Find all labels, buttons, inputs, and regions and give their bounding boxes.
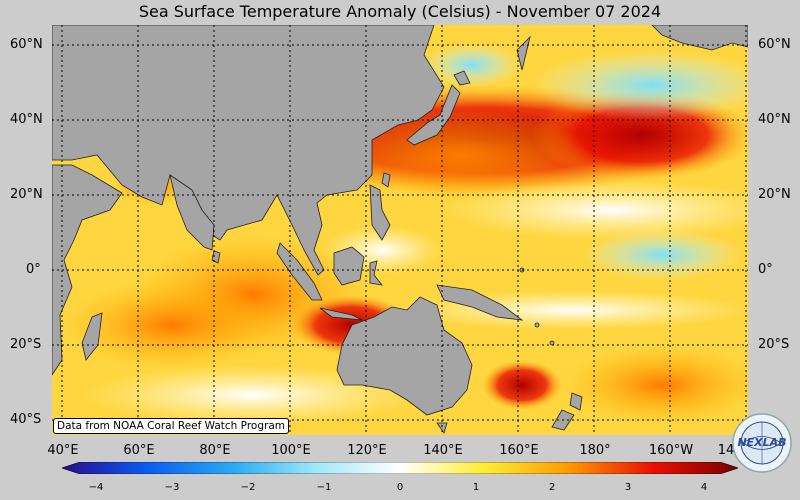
borneo: [333, 246, 365, 286]
lon-label-160e: 160°E: [499, 443, 539, 458]
sst-anomaly-map: [52, 25, 748, 435]
lat-label-40s: 40°S: [10, 412, 42, 427]
lon-label-40e: 40°E: [47, 443, 79, 458]
nexlab-logo: NEXLAB: [732, 413, 792, 473]
lat-label-40n: 40°N: [10, 112, 43, 127]
japan: [406, 84, 461, 146]
lon-label-60e: 60°E: [123, 443, 155, 458]
lon-label-180: 180°: [579, 443, 611, 458]
java: [319, 307, 363, 321]
colorbar-tick: −2: [240, 482, 256, 493]
lon-label-80e: 80°E: [199, 443, 231, 458]
lat-label-40n-right: 40°N: [758, 112, 791, 127]
lon-label-140w-partial: 14: [717, 443, 735, 458]
lon-label-100e: 100°E: [271, 443, 311, 458]
lat-label-eq: 0°: [26, 262, 41, 277]
land: [52, 25, 748, 434]
lon-label-140e: 140°E: [423, 443, 463, 458]
new-guinea: [436, 284, 524, 321]
eurasia-landmass: [52, 25, 445, 276]
map-title: Sea Surface Temperature Anomaly (Celsius…: [138, 2, 662, 21]
sumatra: [276, 242, 323, 301]
colorbar-tick: 2: [548, 482, 556, 493]
data-credit-box: Data from NOAA Coral Reef Watch Program: [53, 418, 289, 434]
madagascar: [81, 312, 103, 361]
colorbar-tick: −3: [164, 482, 180, 493]
colorbar-tick: 0: [396, 482, 404, 493]
lat-label-20s-right: 20°S: [758, 337, 790, 352]
lat-label-eq-right: 0°: [758, 262, 773, 277]
lat-label-20s: 20°S: [10, 337, 42, 352]
svg-text:NEXLAB: NEXLAB: [737, 436, 786, 449]
australia: [336, 296, 473, 416]
graticule: [52, 25, 748, 435]
colorbar-tick: 1: [472, 482, 480, 493]
colorbar: [62, 462, 738, 474]
lat-label-60n-right: 60°N: [758, 37, 791, 52]
lat-label-20n: 20°N: [10, 187, 43, 202]
lat-label-60n: 60°N: [10, 37, 43, 52]
colorbar-tick: 3: [624, 482, 632, 493]
colorbar-tick: −1: [316, 482, 332, 493]
colorbar-tick: −4: [88, 482, 104, 493]
lat-label-20n-right: 20°N: [758, 187, 791, 202]
lon-label-160w: 160°W: [648, 443, 694, 458]
lon-label-120e: 120°E: [347, 443, 387, 458]
india: [169, 174, 215, 251]
colorbar-tick: 4: [700, 482, 708, 493]
anomaly-field: [62, 43, 748, 425]
